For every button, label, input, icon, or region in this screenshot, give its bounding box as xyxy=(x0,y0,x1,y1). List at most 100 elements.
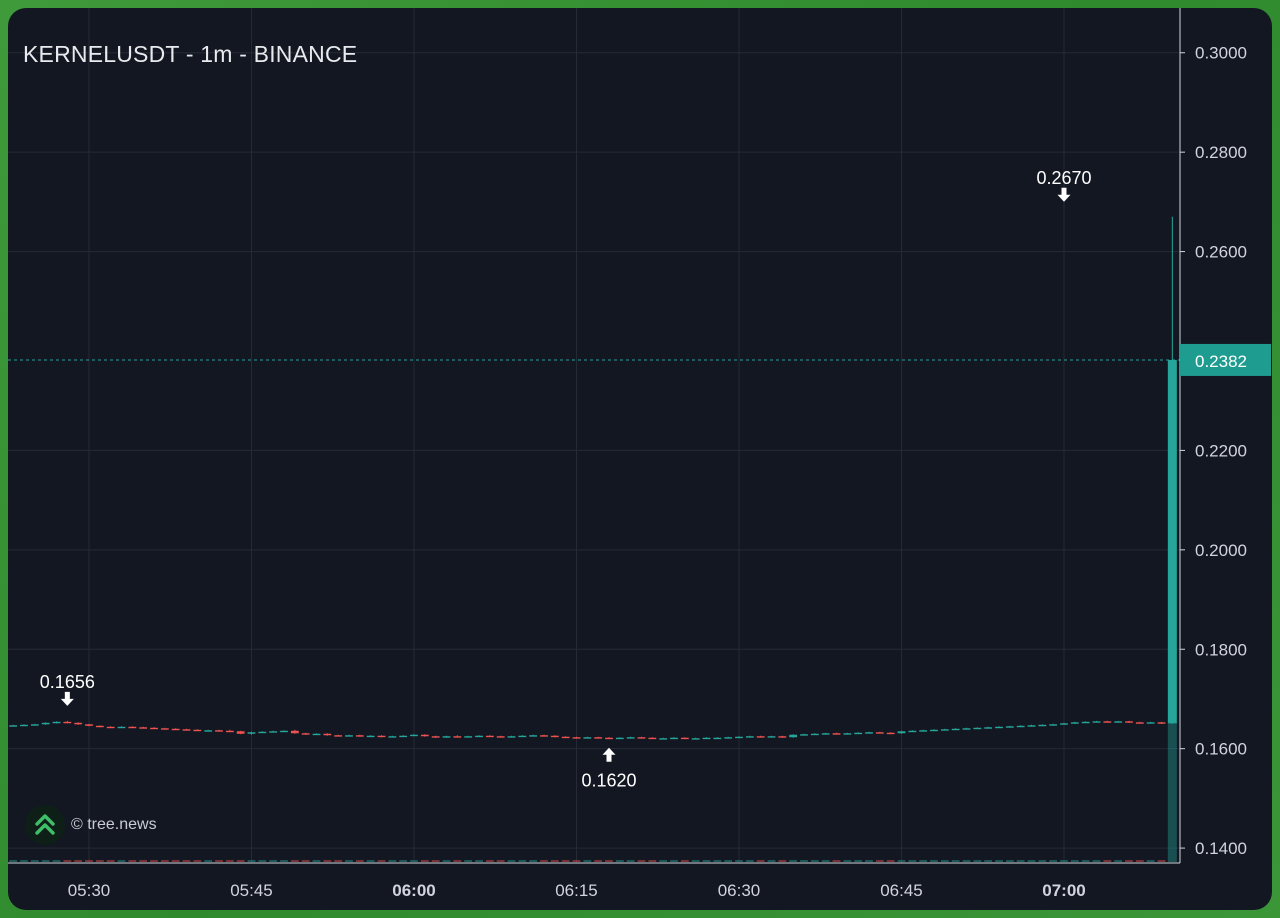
candle-body[interactable] xyxy=(702,737,711,740)
candle-body[interactable] xyxy=(713,737,722,740)
candle-body[interactable] xyxy=(810,733,819,736)
candle-body[interactable] xyxy=(789,734,798,738)
candle-body[interactable] xyxy=(171,728,180,731)
candle-body[interactable] xyxy=(1157,722,1166,724)
candle-body[interactable] xyxy=(518,735,527,738)
candle-body[interactable] xyxy=(280,730,288,733)
candle-body[interactable] xyxy=(735,736,743,739)
candle-body[interactable] xyxy=(193,729,202,732)
candle-body[interactable] xyxy=(843,733,852,735)
candle-body[interactable] xyxy=(691,738,700,740)
candle-body[interactable] xyxy=(908,730,917,733)
candle-body[interactable] xyxy=(431,736,440,738)
candle-body[interactable] xyxy=(1016,725,1025,728)
candle-body[interactable] xyxy=(875,732,884,734)
candle-body[interactable] xyxy=(20,724,28,727)
candle-body[interactable] xyxy=(626,737,635,739)
candle-body[interactable] xyxy=(1027,725,1036,727)
candle-body[interactable] xyxy=(41,722,50,725)
candle-body[interactable] xyxy=(1167,359,1177,724)
candle-body[interactable] xyxy=(1060,723,1068,725)
candle-body[interactable] xyxy=(464,736,473,738)
candle-body[interactable] xyxy=(540,735,548,737)
candle-body[interactable] xyxy=(1146,722,1155,724)
candle-body[interactable] xyxy=(247,732,256,734)
candle-body[interactable] xyxy=(377,735,386,738)
candle-body[interactable] xyxy=(973,727,982,730)
candle-body[interactable] xyxy=(832,733,841,735)
candle-body[interactable] xyxy=(962,728,971,730)
candle-body[interactable] xyxy=(388,736,397,738)
candle-body[interactable] xyxy=(52,721,61,724)
candle-body[interactable] xyxy=(139,727,148,729)
candle-body[interactable] xyxy=(1103,721,1112,723)
candle-body[interactable] xyxy=(85,724,93,726)
candle-body[interactable] xyxy=(312,733,321,736)
candle-body[interactable] xyxy=(1081,721,1090,724)
candlestick-chart[interactable]: 0.1400 0.1600 0.1800 0.2000 0.2200 0.2600 0.28… xyxy=(8,8,1272,910)
candle-body[interactable] xyxy=(507,736,516,738)
candle-body[interactable] xyxy=(561,736,570,739)
candle-body[interactable] xyxy=(442,736,451,738)
candle-body[interactable] xyxy=(204,730,213,732)
candle-body[interactable] xyxy=(215,730,223,732)
candle-body[interactable] xyxy=(659,738,668,740)
candle-body[interactable] xyxy=(886,732,895,735)
candle-body[interactable] xyxy=(410,734,418,737)
candle-body[interactable] xyxy=(290,730,299,734)
candle-body[interactable] xyxy=(1135,722,1144,724)
candle-body[interactable] xyxy=(767,736,776,738)
candle-body[interactable] xyxy=(117,726,126,729)
candle-body[interactable] xyxy=(258,731,267,734)
candle-body[interactable] xyxy=(1049,724,1058,726)
candle-body[interactable] xyxy=(236,731,245,734)
candle-body[interactable] xyxy=(475,735,483,738)
candle-body[interactable] xyxy=(637,737,646,739)
candle-body[interactable] xyxy=(984,727,993,729)
candle-body[interactable] xyxy=(897,731,906,734)
candle-body[interactable] xyxy=(334,735,343,737)
candle-body[interactable] xyxy=(865,732,873,734)
candle-body[interactable] xyxy=(453,736,462,738)
candle-body[interactable] xyxy=(594,737,603,739)
candle-body[interactable] xyxy=(930,729,938,732)
candle-body[interactable] xyxy=(529,735,538,737)
candle-body[interactable] xyxy=(128,726,137,729)
candle-body[interactable] xyxy=(485,735,494,738)
candle-body[interactable] xyxy=(150,727,158,730)
candle-body[interactable] xyxy=(1005,726,1014,728)
candle-body[interactable] xyxy=(182,729,191,731)
candle-body[interactable] xyxy=(1114,721,1123,723)
candle-body[interactable] xyxy=(951,728,960,731)
candle-body[interactable] xyxy=(615,737,624,740)
candle-body[interactable] xyxy=(648,737,657,740)
candle-body[interactable] xyxy=(724,737,733,739)
candle-body[interactable] xyxy=(301,733,310,735)
candle-body[interactable] xyxy=(323,733,332,736)
candle-body[interactable] xyxy=(778,736,787,738)
candle-body[interactable] xyxy=(496,736,505,738)
candle-body[interactable] xyxy=(1125,721,1133,723)
candle-body[interactable] xyxy=(269,731,278,733)
candle-body[interactable] xyxy=(745,736,754,738)
candle-body[interactable] xyxy=(919,730,928,732)
candle-body[interactable] xyxy=(854,732,863,735)
candle-body[interactable] xyxy=(605,737,613,740)
candle-body[interactable] xyxy=(9,725,18,727)
candle-body[interactable] xyxy=(800,734,808,736)
candle-body[interactable] xyxy=(106,726,115,729)
candle-body[interactable] xyxy=(940,729,949,731)
candle-body[interactable] xyxy=(160,728,169,730)
candle-body[interactable] xyxy=(95,725,104,728)
candle-body[interactable] xyxy=(572,737,581,739)
candle-body[interactable] xyxy=(680,737,689,740)
candle-body[interactable] xyxy=(670,737,678,740)
candle-body[interactable] xyxy=(1070,722,1079,724)
candle-body[interactable] xyxy=(399,735,408,738)
candle-body[interactable] xyxy=(63,721,72,724)
candle-body[interactable] xyxy=(1092,721,1101,723)
candle-body[interactable] xyxy=(420,734,429,737)
candle-body[interactable] xyxy=(550,735,559,738)
candle-body[interactable] xyxy=(74,722,83,725)
candle-body[interactable] xyxy=(756,736,765,738)
